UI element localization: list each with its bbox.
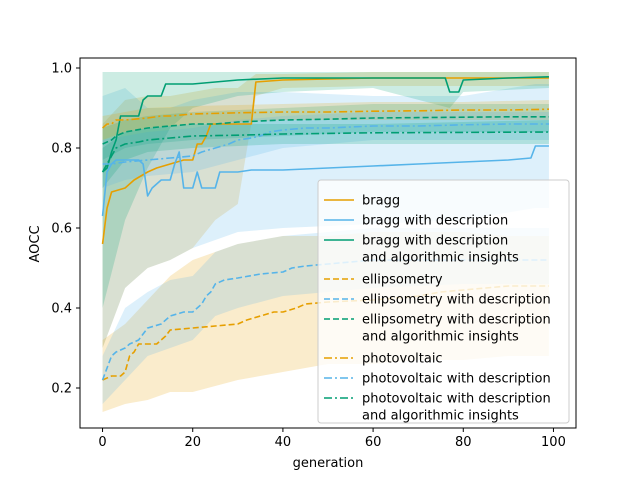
- legend-label-7: photovoltaic: [362, 352, 443, 367]
- legend-label-5: ellipsometry with description: [362, 293, 551, 308]
- x-tick-label: 0: [98, 435, 106, 450]
- x-tick-label: 100: [541, 435, 566, 450]
- x-tick-label: 60: [365, 435, 382, 450]
- x-tick-label: 80: [455, 435, 472, 450]
- plot-frame: [79, 57, 577, 429]
- bragg-solid-line: [101, 77, 549, 245]
- photovoltaic-with-description-dashdot-line: [102, 123, 549, 165]
- legend-label-9-line2: and algorithmic insights: [362, 409, 519, 424]
- legend: bragg bragg with description bragg with de…: [317, 179, 570, 424]
- bragg-with-description-solid-line: [101, 145, 549, 217]
- y-tick-label: 0.2: [51, 382, 72, 397]
- legend-label-6: ellipsometry with description: [362, 313, 551, 328]
- legend-label-3: bragg with description: [362, 234, 508, 249]
- legend-label-8: photovoltaic with description: [362, 372, 551, 387]
- x-tick-label: 20: [184, 435, 201, 450]
- legend-label-4: ellipsometry: [362, 273, 443, 288]
- y-tick-label: 0.4: [51, 302, 72, 317]
- x-tick-label: 40: [275, 435, 292, 450]
- legend-label-3-line2: and algorithmic insights: [362, 251, 519, 266]
- legend-label-9: photovoltaic with description: [362, 392, 551, 407]
- ellipsometry-with-description-and-algorithmic-insights-dashed-line: [102, 116, 549, 145]
- axes: 0 20 40 60 80 100 0.2 0.4 0.6 0.8 1.0: [51, 57, 577, 450]
- y-axis-title: AOCC: [28, 225, 43, 262]
- x-axis-title: generation: [293, 456, 364, 471]
- legend-label-2: bragg with description: [362, 214, 508, 229]
- ellipsometry-with-description-dashed-line: [101, 259, 549, 381]
- legend-label-6-line2: and algorithmic insights: [362, 330, 519, 345]
- photovoltaic-with-description-and-algorithmic-insights-dashdot-line: [101, 131, 549, 173]
- bragg-solid-band: [102, 72, 549, 348]
- legend-label-1: bragg: [362, 194, 400, 209]
- legend-box: [317, 179, 570, 424]
- y-tick-label: 1.0: [51, 62, 72, 77]
- y-tick-label: 0.6: [51, 222, 72, 237]
- photovoltaic-with-description-dashdot-band: [102, 112, 549, 188]
- photovoltaic-with-description-and-algorithmic-insights-dashdot-band: [102, 120, 549, 188]
- y-tick-label: 0.8: [51, 142, 72, 157]
- bragg-with-description-and-algorithmic-insights-solid-line: [102, 76, 549, 173]
